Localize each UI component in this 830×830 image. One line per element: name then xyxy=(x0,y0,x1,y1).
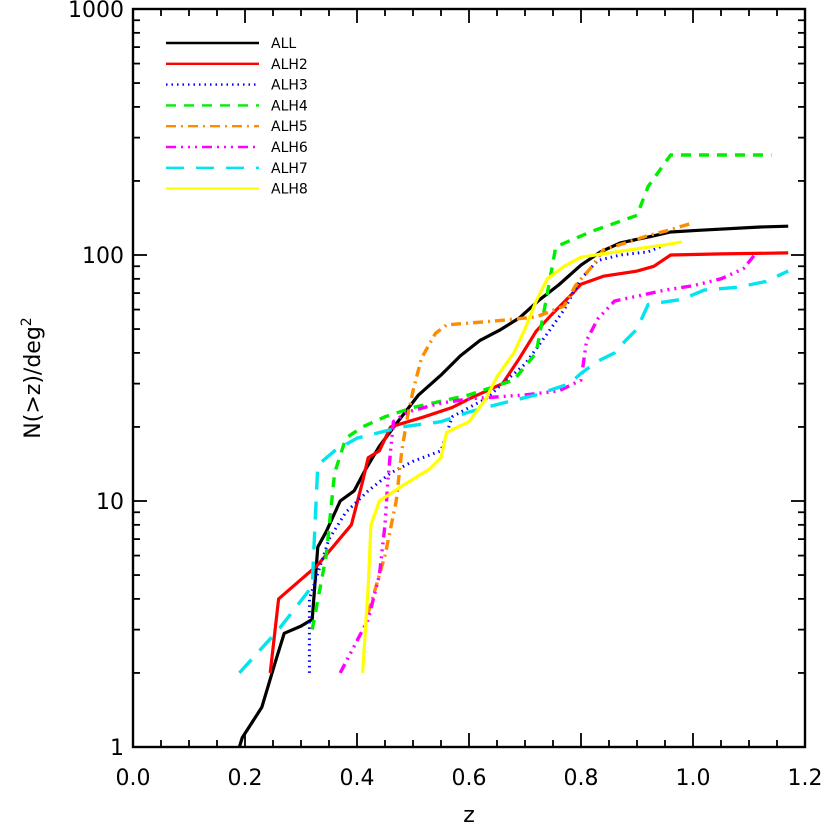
series-alh5 xyxy=(366,221,694,614)
legend-item-all: ALL xyxy=(166,36,296,52)
series-alh7 xyxy=(238,269,789,675)
legend-label: ALH6 xyxy=(271,140,308,156)
legend-label: ALH2 xyxy=(271,57,308,73)
x-tick-label: 0.6 xyxy=(452,766,487,791)
y-axis-title: N(>z)/deg2 xyxy=(19,317,46,438)
legend-item-alh4: ALH4 xyxy=(166,98,308,114)
x-tick-label: 0.4 xyxy=(340,766,375,791)
y-tick-label: 1 xyxy=(110,736,124,761)
y-tick-label: 1000 xyxy=(68,0,124,23)
series-alh3 xyxy=(307,243,666,673)
legend-label: ALH7 xyxy=(271,161,308,177)
legend-item-alh6: ALH6 xyxy=(166,140,308,156)
legend-label: ALH4 xyxy=(271,98,308,114)
legend-label: ALH3 xyxy=(271,78,308,94)
series-all xyxy=(237,224,789,748)
x-tick-label: 1.0 xyxy=(676,766,711,791)
legend: ALL ALH2 ALH3 ALH4 ALH5 ALH6 ALH7 ALH8 xyxy=(166,36,308,198)
y-tick-label: 100 xyxy=(82,244,124,269)
axis-ticks xyxy=(132,9,806,748)
series-alh4 xyxy=(310,153,772,630)
y-axis-title-superscript: 2 xyxy=(19,317,35,326)
x-tick-label: 1.2 xyxy=(788,766,823,791)
x-tick-labels: 0.0 0.2 0.4 0.6 0.8 1.0 1.2 xyxy=(116,766,823,791)
series-layer xyxy=(237,153,789,748)
x-axis-title: z xyxy=(463,803,475,828)
legend-label: ALL xyxy=(271,36,296,52)
plot-frame xyxy=(131,7,807,749)
legend-label: ALH8 xyxy=(271,182,308,198)
legend-item-alh7: ALH7 xyxy=(166,161,308,177)
x-tick-label: 0.8 xyxy=(564,766,599,791)
legend-item-alh5: ALH5 xyxy=(166,119,308,135)
series-alh8 xyxy=(361,240,683,674)
legend-label: ALH5 xyxy=(271,119,308,135)
y-tick-label: 10 xyxy=(96,490,124,515)
legend-item-alh2: ALH2 xyxy=(166,57,308,73)
x-tick-label: 0.2 xyxy=(228,766,263,791)
legend-item-alh8: ALH8 xyxy=(166,182,308,198)
x-tick-label: 0.0 xyxy=(116,766,151,791)
y-tick-labels: 1 10 100 1000 xyxy=(68,0,124,761)
legend-item-alh3: ALH3 xyxy=(166,78,308,94)
